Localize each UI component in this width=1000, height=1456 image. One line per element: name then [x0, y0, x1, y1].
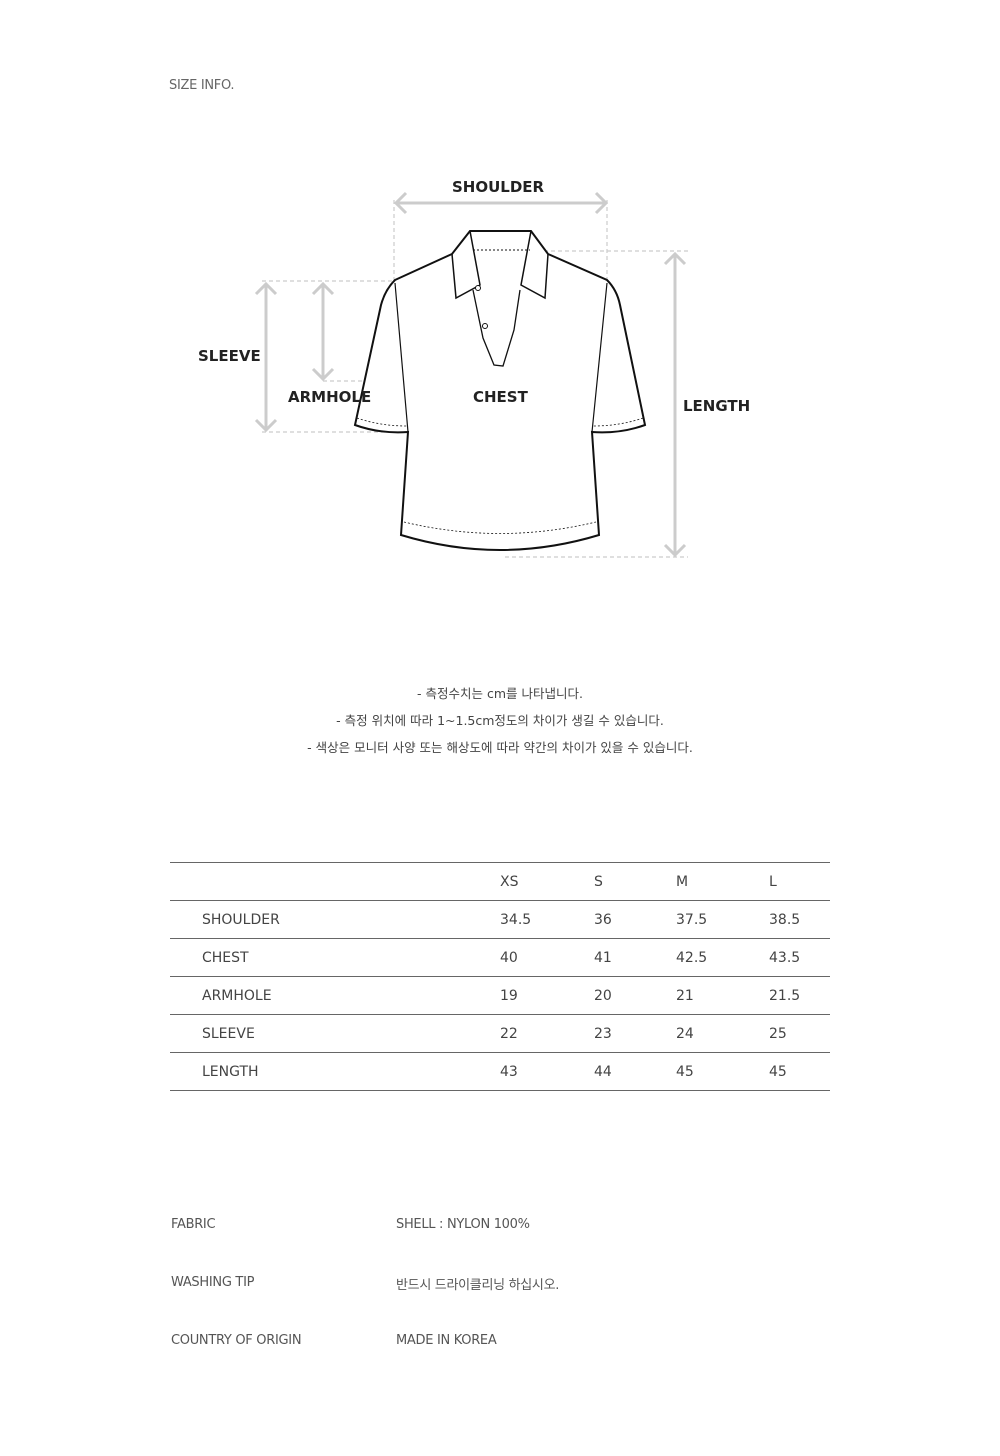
- cell: 37.5: [676, 900, 769, 939]
- cell: 34.5: [500, 900, 594, 939]
- origin-value: MADE IN KOREA: [396, 1333, 497, 1348]
- origin-label: COUNTRY OF ORIGIN: [171, 1333, 302, 1348]
- table-row: SHOULDER 34.5 36 37.5 38.5: [170, 900, 830, 939]
- cell: 20: [594, 976, 676, 1015]
- table-row: CHEST 40 41 42.5 43.5: [170, 938, 830, 977]
- row-label: LENGTH: [170, 1052, 500, 1091]
- column-header: XS: [500, 862, 594, 901]
- cell: 21.5: [769, 976, 830, 1015]
- label-length: LENGTH: [683, 397, 751, 415]
- washing-tip-value: 반드시 드라이클리닝 하십시오.: [396, 1278, 560, 1293]
- cell: 43.5: [769, 938, 830, 977]
- row-label: CHEST: [170, 938, 500, 977]
- cell: 45: [769, 1052, 830, 1091]
- cell: 44: [594, 1052, 676, 1091]
- cell: 21: [676, 976, 769, 1015]
- cell: 40: [500, 938, 594, 977]
- fabric-value: SHELL : NYLON 100%: [396, 1217, 530, 1232]
- washing-tip-label: WASHING TIP: [171, 1275, 255, 1290]
- cell: 23: [594, 1014, 676, 1053]
- fabric-label: FABRIC: [171, 1217, 216, 1232]
- cell: 45: [676, 1052, 769, 1091]
- table-row: ARMHOLE 19 20 21 21.5: [170, 976, 830, 1015]
- column-header: M: [676, 862, 769, 901]
- note: - 측정수치는 cm를 나타냅니다.: [417, 686, 583, 701]
- table-row: LENGTH 43 44 45 45: [170, 1052, 830, 1091]
- column-header: S: [594, 862, 676, 901]
- row-label: ARMHOLE: [170, 976, 500, 1015]
- shirt-outline: [353, 230, 647, 551]
- cell: 19: [500, 976, 594, 1015]
- size-table: XS S M L SHOULDER 34.5 36 37.5 38.5 CHEST 40 4…: [170, 862, 830, 1091]
- section-title: SIZE INFO.: [169, 78, 235, 93]
- measurement-notes: - 측정수치는 cm를 나타냅니다. - 측정 위치에 따라 1~1.5cm정도…: [0, 680, 1000, 761]
- cell: 36: [594, 900, 676, 939]
- note: - 색상은 모니터 사양 또는 해상도에 따라 약간의 차이가 있을 수 있습니…: [307, 740, 693, 755]
- label-armhole: ARMHOLE: [288, 388, 372, 406]
- cell: 22: [500, 1014, 594, 1053]
- column-header: L: [769, 862, 830, 901]
- table-row: SLEEVE 22 23 24 25: [170, 1014, 830, 1053]
- label-sleeve: SLEEVE: [198, 347, 261, 365]
- cell: 43: [500, 1052, 594, 1091]
- label-shoulder: SHOULDER: [452, 178, 545, 196]
- cell: 25: [769, 1014, 830, 1053]
- cell: 24: [676, 1014, 769, 1053]
- note: - 측정 위치에 따라 1~1.5cm정도의 차이가 생길 수 있습니다.: [336, 713, 664, 728]
- row-label: SHOULDER: [170, 900, 500, 939]
- label-chest: CHEST: [473, 388, 528, 406]
- row-label: SLEEVE: [170, 1014, 500, 1053]
- shirt-measurement-diagram: [254, 191, 688, 558]
- table-header-row: XS S M L: [170, 862, 830, 901]
- cell: 42.5: [676, 938, 769, 977]
- cell: 38.5: [769, 900, 830, 939]
- cell: 41: [594, 938, 676, 977]
